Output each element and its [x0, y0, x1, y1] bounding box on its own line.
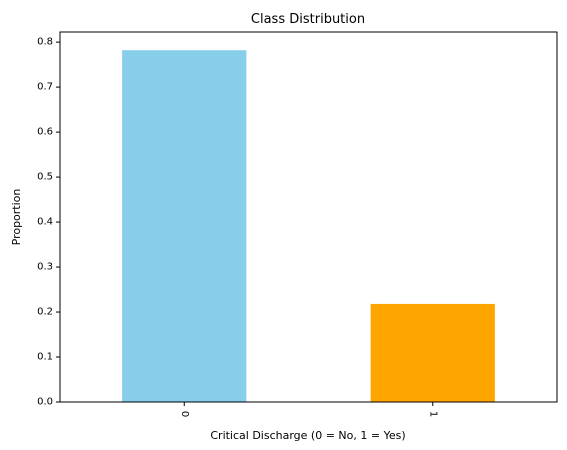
y-tick-label-7: 0.7: [37, 82, 53, 93]
x-axis-title: Critical Discharge (0 = No, 1 = Yes): [210, 429, 405, 442]
bars: [122, 50, 495, 402]
chart-title: Class Distribution: [251, 12, 365, 27]
y-axis-title: Proportion: [10, 189, 23, 246]
y-tick-label-4: 0.4: [37, 217, 53, 228]
y-tick-label-1: 0.1: [37, 352, 53, 363]
y-tick-label-6: 0.6: [37, 127, 53, 138]
y-tick-label-2: 0.2: [37, 307, 53, 318]
y-tick-label-3: 0.3: [37, 262, 53, 273]
y-axis: 0.0 0.1 0.2 0.3 0.4 0.5 0.6 0.7 0.8: [37, 37, 60, 408]
plot-frame: [59, 31, 558, 403]
y-tick-label-8: 0.8: [37, 37, 53, 48]
bar-1: [370, 303, 495, 402]
bar-0: [122, 50, 247, 402]
y-tick-label-5: 0.5: [37, 172, 53, 183]
y-tick-label-0: 0.0: [37, 397, 53, 408]
x-tick-label-0: 0: [179, 411, 190, 417]
x-tick-label-1: 1: [427, 411, 438, 417]
